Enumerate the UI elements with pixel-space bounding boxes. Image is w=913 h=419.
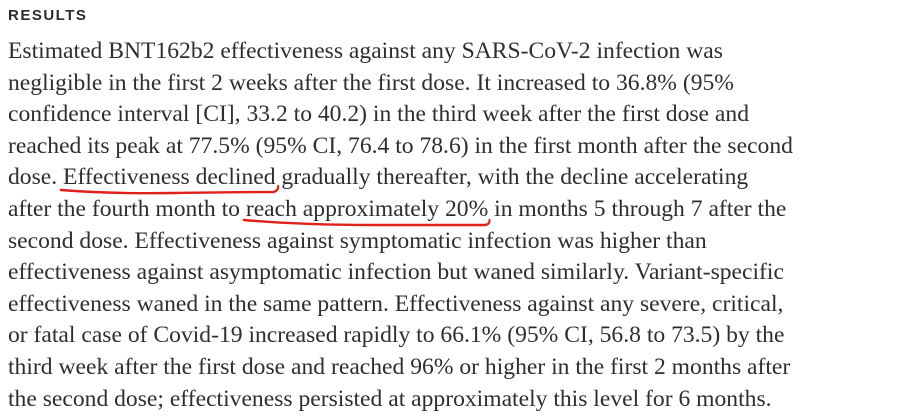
paragraph-line-4: reached its peak at 77.5% (95% CI, 76.4 …	[8, 132, 793, 159]
paragraph-line-10: or fatal case of Covid-19 increased rapi…	[8, 322, 785, 349]
highlight-text-1: Effectiveness declined	[63, 164, 276, 191]
section-heading: RESULTS	[8, 7, 88, 24]
paragraph-line-3: confidence interval [CI], 33.2 to 40.2) …	[8, 101, 749, 128]
annotated-phrase-effectiveness-declined: Effectiveness declined	[59, 164, 280, 195]
paragraph-line-12: the second dose; effectiveness persisted…	[8, 385, 772, 412]
paragraph-line-8: effectiveness against asymptomatic infec…	[8, 259, 784, 286]
paragraph-line-2: negligible in the first 2 weeks after th…	[8, 69, 734, 96]
paragraph-line-9: effectiveness waned in the same pattern.…	[8, 290, 784, 317]
line-5-before: dose.	[8, 164, 64, 191]
highlight-text-2: reach approximately 20%	[245, 195, 489, 222]
paragraph-line-7: second dose. Effectiveness against sympt…	[8, 227, 707, 254]
line-5-after: gradually thereafter, with the decline a…	[275, 164, 749, 191]
paragraph-line-6: after the fourth month to reach approxim…	[8, 194, 911, 227]
paragraph-line-11: third week after the first dose and reac…	[8, 353, 791, 380]
line-6-before: after the fourth month to	[8, 195, 246, 222]
paragraph-line-1: Estimated BNT162b2 effectiveness against…	[8, 38, 723, 64]
line-6-after: in months 5 through 7 after the	[488, 195, 787, 222]
results-paragraph: Estimated BNT162b2 effectiveness against…	[8, 36, 911, 415]
annotated-phrase-reach-approximately-20: reach approximately 20%	[242, 195, 491, 227]
paragraph-line-5: dose. Effectiveness declined gradually t…	[8, 162, 911, 195]
